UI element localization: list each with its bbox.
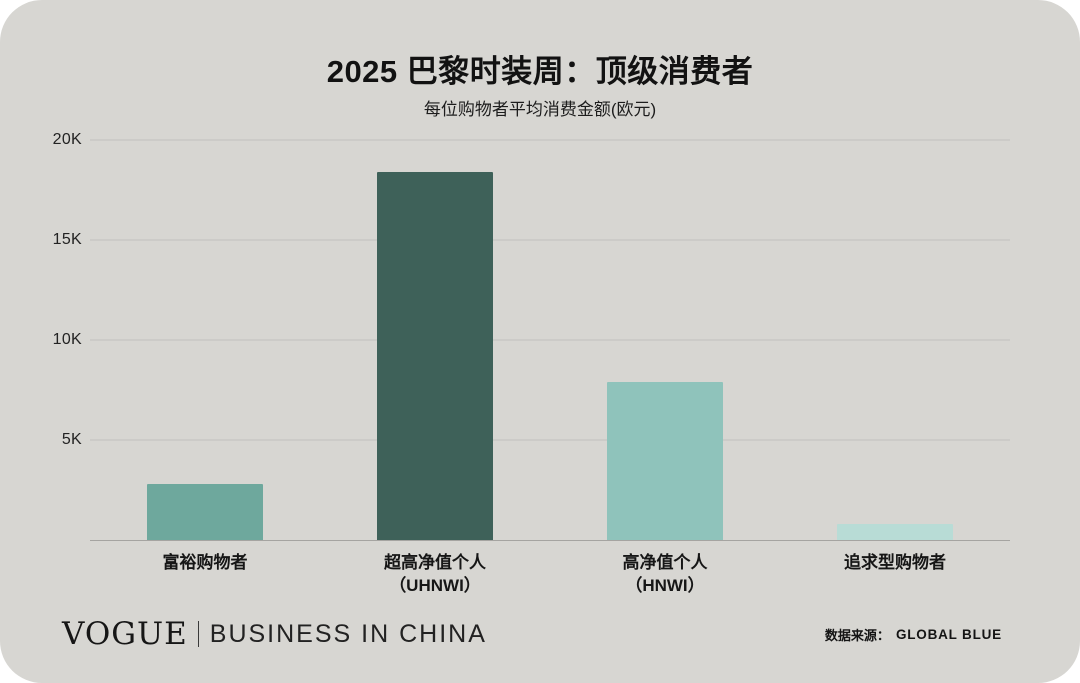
logo-business-in-china-text: BUSINESS IN CHINA bbox=[209, 619, 487, 648]
data-source-value: GLOBAL BLUE bbox=[895, 626, 1002, 642]
footer: VOGUE BUSINESS IN CHINA 数据来源： GLOBAL BLU… bbox=[62, 610, 1002, 658]
x-tick-label-1: 富裕购物者 bbox=[162, 553, 248, 572]
y-tick-label-10K: 10K bbox=[52, 331, 82, 348]
data-source-label: 数据来源： bbox=[824, 627, 890, 643]
logo-vogue-text: VOGUE bbox=[62, 616, 188, 652]
gridline-10K bbox=[90, 339, 1010, 341]
y-tick-label-20K: 20K bbox=[52, 131, 82, 148]
x-axis-labels: 富裕购物者 超高净值个人 （UHNWI） 高净值个人 （HNWI） 追求型购物者 bbox=[90, 552, 1010, 598]
y-tick-label-5K: 5K bbox=[61, 431, 82, 448]
logo-divider bbox=[197, 621, 199, 647]
bar-4 bbox=[837, 524, 953, 540]
chart-subtitle: 每位购物者平均消费金额(欧元) bbox=[423, 100, 657, 119]
plot-area bbox=[90, 140, 1010, 540]
bar-2 bbox=[377, 172, 493, 540]
x-axis-line bbox=[90, 539, 1010, 541]
gridline-15K bbox=[90, 239, 1010, 241]
bar-1 bbox=[147, 484, 263, 540]
y-axis-labels: 20K 15K 10K 5K bbox=[34, 131, 82, 540]
bar-column-4 bbox=[780, 140, 1010, 540]
chart-title: 2025 巴黎时装周：顶级消费者 bbox=[326, 54, 754, 89]
bar-column-2 bbox=[320, 140, 550, 540]
x-tick-label-3: 高净值个人 （HNWI） bbox=[622, 553, 708, 595]
bar-3 bbox=[607, 382, 723, 540]
data-source: 数据来源： GLOBAL BLUE bbox=[825, 625, 1002, 644]
bar-column-3 bbox=[550, 140, 780, 540]
y-tick-label-15K: 15K bbox=[52, 231, 82, 248]
gridline-20K bbox=[90, 139, 1010, 141]
gridline-5K bbox=[90, 439, 1010, 441]
bar-column-1 bbox=[90, 140, 320, 540]
x-tick-label-4: 追求型购物者 bbox=[844, 553, 946, 572]
bar-chart bbox=[90, 139, 1010, 541]
x-tick-label-2: 超高净值个人 （UHNWI） bbox=[384, 553, 486, 595]
vogue-business-logo: VOGUE BUSINESS IN CHINA bbox=[62, 616, 487, 652]
